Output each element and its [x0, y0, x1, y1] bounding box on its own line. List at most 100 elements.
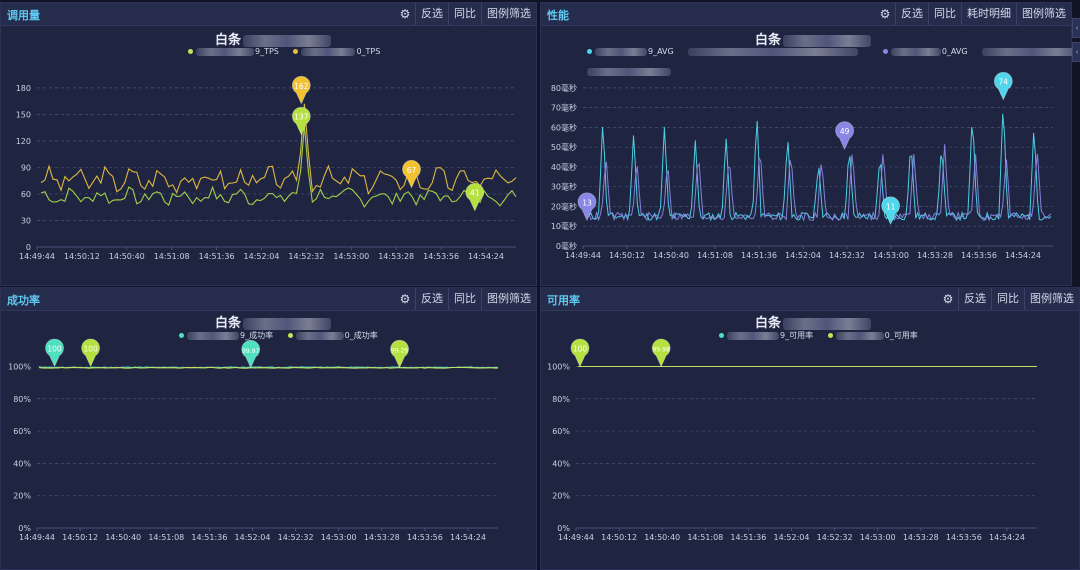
invert-select-button[interactable]: 反选 — [415, 3, 448, 25]
y-tick-label: 0 — [26, 243, 31, 252]
panel-performance: 性能 ⚙ 反选 同比 耗时明细 图例筛选 白条 9_AVG 0_AVG 0毫秒 1… — [540, 2, 1080, 286]
x-tick-label: 14:54:24 — [468, 252, 504, 261]
chart-marker-pin: 99.98 — [651, 338, 671, 368]
yoy-button[interactable]: 同比 — [448, 288, 481, 310]
y-tick-label: 150 — [16, 110, 31, 119]
chart-performance: 0毫秒 10毫秒 20毫秒 30毫秒 40毫秒 50毫秒 60毫秒 70毫秒 80毫秒 14:49… — [551, 71, 1053, 260]
marker-label: 99.29 — [391, 348, 408, 355]
legend-item[interactable]: 0_成功率 — [287, 331, 378, 340]
panel-title: 可用率 — [547, 294, 580, 307]
legend-filter-button[interactable]: 图例筛选 — [481, 288, 536, 310]
invert-select-button[interactable]: 反选 — [958, 288, 991, 310]
y-tick-label: 60 — [21, 190, 31, 199]
gear-icon[interactable]: ⚙ — [879, 7, 891, 21]
marker-shape — [45, 338, 64, 368]
y-tick-label: 60毫秒 — [551, 122, 577, 132]
x-tick-label: 14:53:28 — [903, 533, 939, 542]
legend-filter-button[interactable]: 图例筛选 — [1024, 288, 1079, 310]
x-tick-label: 14:52:32 — [829, 251, 865, 260]
x-tick-label: 14:52:32 — [817, 533, 853, 542]
legend-item[interactable]: 0_AVG — [882, 47, 968, 56]
yoy-button[interactable]: 同比 — [448, 3, 481, 25]
x-tick-label: 14:53:28 — [364, 533, 400, 542]
chart-marker-pin: 11 — [881, 196, 900, 226]
x-tick-label: 14:52:32 — [288, 252, 324, 261]
x-tick-label: 14:49:44 — [558, 533, 594, 542]
chart-marker-pin: 99.97 — [241, 339, 261, 369]
legend-item[interactable]: 9_AVG — [587, 47, 674, 56]
x-tick-label: 14:54:24 — [989, 533, 1025, 542]
x-tick-label: 14:49:44 — [19, 533, 55, 542]
y-tick-label: 0% — [557, 524, 570, 533]
chart-marker-pin: 67 — [402, 159, 421, 189]
series-line — [40, 103, 517, 195]
legend-filter-button[interactable]: 图例筛选 — [481, 3, 536, 25]
x-tick-label: 14:52:04 — [785, 251, 821, 260]
x-tick-label: 14:50:40 — [644, 533, 680, 542]
legend-item[interactable]: 9_TPS — [188, 47, 279, 56]
series-line — [40, 125, 517, 208]
chart-marker-pin: 41 — [465, 182, 485, 212]
marker-label: 41 — [470, 189, 480, 198]
x-tick-label: 14:53:00 — [333, 252, 369, 261]
x-tick-label: 14:54:24 — [450, 533, 486, 542]
legend-overflow — [587, 61, 671, 80]
x-tick-label: 14:51:36 — [730, 533, 766, 542]
panel-header: 成功率 ⚙ 反选 同比 图例筛选 — [1, 288, 536, 311]
marker-label: 74 — [999, 78, 1009, 87]
panel-header: 可用率 ⚙ 反选 同比 图例筛选 — [541, 288, 1079, 311]
marker-label: 100 — [83, 344, 98, 353]
side-collapse-tab[interactable]: ‹ — [1072, 18, 1080, 38]
x-tick-label: 14:53:00 — [321, 533, 357, 542]
legend-item[interactable]: 0_TPS — [293, 47, 380, 56]
panel-calls: 调用量 ⚙ 反选 同比 图例筛选 白条 9_TPS 0_TPS 0 30 60 90 1… — [0, 2, 537, 286]
marker-label: 99.97 — [242, 348, 259, 355]
chart-title: 白条 — [215, 29, 332, 48]
x-tick-label: 14:53:56 — [407, 533, 443, 542]
invert-select-button[interactable]: 反选 — [415, 288, 448, 310]
x-tick-label: 14:50:12 — [64, 252, 100, 261]
y-tick-label: 80% — [13, 395, 31, 404]
legend-item[interactable]: 0_可用率 — [827, 331, 918, 340]
chart-marker-pin: 100 — [570, 338, 590, 368]
marker-shape — [881, 196, 900, 226]
panel-availability: 可用率 ⚙ 反选 同比 图例筛选 白条 9_可用率 0_可用率 0% 20% 40%… — [540, 287, 1080, 570]
chart-marker-pin: 162 — [291, 75, 311, 105]
panel-success-rate: 成功率 ⚙ 反选 同比 图例筛选 白条 9_成功率 0_成功率 0% 20% 40%… — [0, 287, 537, 570]
chart-marker-pin: 100 — [45, 338, 64, 368]
marker-shape — [291, 106, 311, 136]
gear-icon[interactable]: ⚙ — [942, 292, 954, 306]
y-tick-label: 90 — [21, 163, 31, 172]
y-tick-label: 120 — [16, 137, 31, 146]
side-collapse-tab[interactable]: ‹ — [1072, 42, 1080, 62]
y-tick-label: 0% — [18, 524, 31, 533]
panel-title: 性能 — [547, 9, 569, 22]
marker-shape — [465, 182, 485, 212]
x-tick-label: 14:52:04 — [244, 252, 280, 261]
legend-item[interactable]: 9_成功率 — [179, 331, 273, 340]
legend-filter-button[interactable]: 图例筛选 — [1016, 3, 1071, 25]
chart-legend: 9_可用率 0_可用率 — [719, 330, 930, 341]
marker-label: 67 — [407, 166, 417, 175]
y-tick-label: 20% — [13, 492, 31, 501]
panel-toolbar: ⚙ 反选 同比 耗时明细 图例筛选 — [875, 3, 1071, 25]
invert-select-button[interactable]: 反选 — [895, 3, 928, 25]
chart-marker-pin: 100 — [81, 338, 100, 368]
marker-label: 100 — [47, 344, 62, 353]
x-tick-label: 14:54:24 — [1005, 251, 1041, 260]
y-tick-label: 40% — [13, 459, 31, 468]
yoy-button[interactable]: 同比 — [991, 288, 1024, 310]
marker-label: 137 — [294, 113, 309, 122]
latency-detail-button[interactable]: 耗时明细 — [961, 3, 1016, 25]
gear-icon[interactable]: ⚙ — [399, 7, 411, 21]
chart-title: 白条 — [215, 312, 332, 331]
gear-icon[interactable]: ⚙ — [399, 292, 411, 306]
y-tick-label: 50毫秒 — [551, 142, 577, 152]
y-tick-label: 20% — [552, 492, 570, 501]
y-tick-label: 30 — [21, 216, 31, 225]
marker-shape — [570, 338, 590, 368]
yoy-button[interactable]: 同比 — [928, 3, 961, 25]
legend-item[interactable]: 9_可用率 — [719, 331, 813, 340]
chart-legend: 9_AVG 0_AVG — [587, 47, 1080, 56]
